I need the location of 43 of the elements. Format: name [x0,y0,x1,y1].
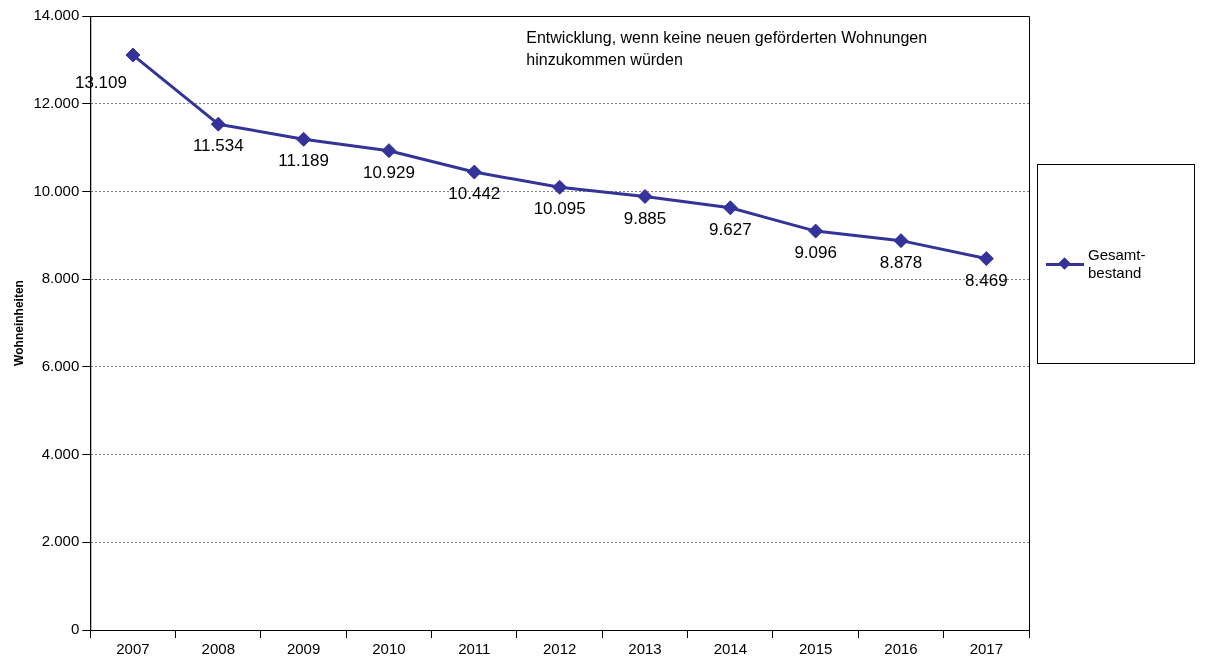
point [381,143,397,159]
y-tick-label: 8.000 [41,269,80,287]
y-tick-label: 12.000 [33,93,80,111]
data-label: 11.189 [278,151,329,171]
point [552,179,568,195]
y-tick-label: 6.000 [41,357,80,374]
x-tick-label: 2017 [969,640,1004,658]
x-tick-label: 2010 [372,640,406,658]
data-label: 8.878 [879,252,923,272]
point [637,188,653,204]
point [125,47,141,63]
data-label: 9.627 [709,219,752,239]
point [466,164,482,180]
point [210,116,226,132]
data-label: 10.095 [533,199,586,219]
y-tick-label: 2.000 [41,532,80,550]
x-tick-label: 2012 [542,640,577,658]
legend-label: Gesamt-bestand [1088,246,1147,282]
data-label: 10.929 [362,162,415,182]
point [722,200,738,216]
data-label: 10.442 [448,184,501,204]
x-tick-label: 2007 [116,640,150,658]
x-tick-label: 2015 [798,640,833,658]
point [893,233,909,249]
y-tick-label: 0 [70,620,80,638]
point [978,251,994,267]
x-tick-label: 2009 [286,640,321,658]
point [296,131,312,147]
data-label: 9.096 [794,243,837,263]
y-tick-label: 4.000 [41,444,80,462]
x-tick-label: 2011 [458,640,491,658]
y-tick-label: 14.000 [33,6,80,24]
annotation: Entwicklung, wenn keine neuen geförderten Wohnungen hinzukommen würden [526,29,928,69]
x-tick-label: 2016 [884,640,918,658]
y-axis-title: Wohneinheiten [11,280,26,366]
x-tick-label: 2008 [201,640,235,658]
point [808,223,824,239]
data-label: 8.469 [965,270,1008,290]
x-tick-label: 2013 [628,640,662,658]
data-label: 11.534 [192,136,244,156]
data-label: 9.885 [623,208,667,228]
x-tick-label: 2014 [713,640,747,658]
y-tick-label: 10.000 [33,181,80,199]
